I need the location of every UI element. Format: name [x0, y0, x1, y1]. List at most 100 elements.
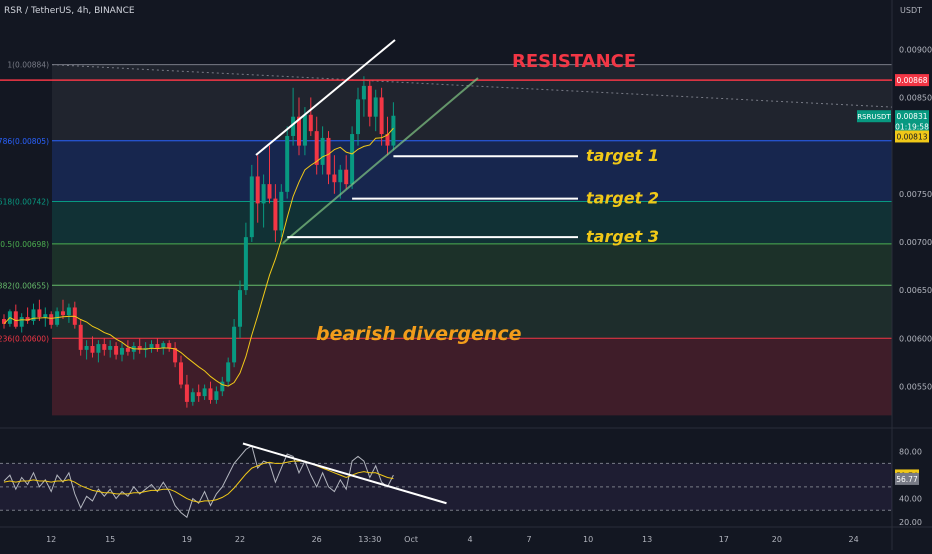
candle-body — [350, 134, 355, 185]
wedge-upper-line — [255, 39, 396, 156]
candle-body — [238, 290, 242, 327]
candle-body — [391, 115, 396, 146]
candle-body — [208, 388, 213, 400]
candle-body — [356, 99, 360, 135]
candle-body — [261, 184, 266, 204]
trend-dashed-line — [51, 64, 893, 108]
candle-body — [96, 344, 101, 353]
fib-zone — [52, 64, 892, 141]
time-tick-label: 20 — [772, 535, 782, 544]
fib-level-label: 0.5(0.00698) — [0, 240, 49, 249]
fib-zone — [52, 243, 892, 286]
candle-body — [326, 137, 331, 175]
fib-level-label: 0.618(0.00742) — [0, 197, 49, 206]
time-tick-label: 12 — [46, 535, 56, 544]
candle-body — [43, 314, 48, 318]
time-tick-label: Oct — [404, 535, 418, 544]
candle-body — [179, 362, 183, 385]
wedge-lower-line — [282, 77, 479, 244]
fib-level-label: 0.382(0.00655) — [0, 281, 49, 290]
candle-body — [385, 134, 390, 146]
time-tick-label: 4 — [468, 535, 473, 544]
fib-level-label: 0.786(0.00805) — [0, 137, 49, 146]
candle-body — [279, 191, 284, 231]
target-label: target 1 — [586, 146, 659, 165]
time-tick-label: 22 — [235, 535, 245, 544]
candle-body — [25, 317, 30, 321]
price-badge — [895, 74, 929, 87]
price-badge-label: 0.00831 — [896, 112, 927, 121]
candle-body — [373, 97, 378, 117]
candle-body — [249, 176, 254, 238]
candle-body — [108, 346, 113, 350]
price-tick-label: 0.00550 — [899, 382, 932, 391]
candle-body — [19, 317, 24, 327]
price-badge — [895, 130, 929, 143]
candle-body — [379, 97, 384, 135]
symbol-badge — [857, 110, 891, 123]
symbol-header: RSR / TetherUS, 4h, BINANCE — [4, 6, 135, 16]
candle-body — [367, 85, 372, 117]
time-tick-label: 26 — [312, 535, 322, 544]
price-tick-label: 0.00850 — [899, 93, 932, 102]
candle-body — [13, 311, 18, 327]
candle-body — [167, 343, 172, 348]
candle-body — [161, 343, 166, 348]
candle-body — [285, 135, 290, 192]
fib-zone — [52, 285, 892, 339]
candle-body — [184, 384, 189, 402]
time-tick-label: 17 — [719, 535, 729, 544]
candle-body — [320, 137, 325, 165]
currency-label: USDT — [900, 6, 922, 15]
candle-body — [332, 174, 337, 183]
time-tick-label: 13 — [642, 535, 652, 544]
time-tick-label: 24 — [849, 535, 859, 544]
candle-body — [31, 309, 36, 321]
price-badge — [895, 120, 929, 133]
time-tick-label: 7 — [527, 535, 532, 544]
candle-body — [220, 381, 225, 392]
time-tick-label: 19 — [182, 535, 192, 544]
candle-body — [149, 344, 154, 348]
candle-body — [344, 169, 349, 185]
candle-body — [61, 311, 65, 316]
candle-body — [114, 346, 119, 355]
candle-body — [297, 116, 301, 146]
fib-level-label: 0.236(0.00600) — [0, 334, 49, 343]
candle-body — [49, 314, 54, 325]
candle-body — [255, 176, 260, 204]
fib-zone — [52, 140, 892, 202]
price-badge-label: 0.00868 — [896, 76, 927, 85]
target-label: target 3 — [586, 227, 659, 246]
candle-body — [308, 114, 313, 132]
price-badge-label: 0.00813 — [896, 132, 927, 141]
candle-body — [84, 346, 89, 350]
candle-body — [102, 344, 107, 350]
moving-average-line — [3, 127, 394, 387]
candle-body — [214, 391, 219, 400]
rsi-tick-label: 40.00 — [899, 495, 922, 504]
price-tick-label: 0.00700 — [899, 238, 932, 247]
price-badge — [895, 110, 929, 123]
candle-body — [78, 324, 83, 350]
time-tick-label: 10 — [583, 535, 593, 544]
candle-body — [361, 85, 366, 100]
candle-body — [90, 346, 95, 353]
time-tick-label: 13:30 — [358, 535, 381, 544]
candle-body — [202, 388, 207, 397]
fib-level-label: 1(0.00884) — [7, 61, 49, 70]
candle-body — [196, 392, 201, 397]
candle-body — [173, 347, 178, 363]
price-tick-label: 0.00750 — [899, 190, 932, 199]
annotation-label: bearish divergence — [316, 323, 522, 345]
candle-body — [2, 319, 6, 324]
candle-body — [243, 237, 248, 291]
candle-body — [120, 347, 124, 355]
candle-body — [137, 346, 142, 350]
price-tick-label: 0.00600 — [899, 334, 932, 343]
resistance-label: RESISTANCE — [512, 51, 636, 72]
candle-body — [155, 344, 160, 348]
target-label: target 2 — [586, 189, 659, 208]
